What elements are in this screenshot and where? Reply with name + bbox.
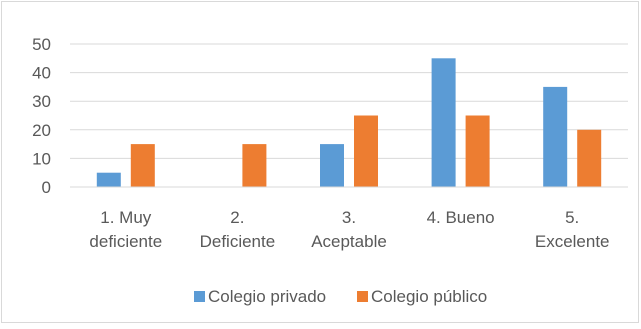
x-tick-label: deficiente xyxy=(89,232,162,251)
x-tick-label: 1. Muy xyxy=(100,208,152,227)
y-tick-label: 40 xyxy=(32,64,51,83)
x-tick-label: Deficiente xyxy=(200,232,276,251)
legend: Colegio privado Colegio público xyxy=(194,287,487,306)
x-axis-labels: 1. Muy deficiente 2. Deficiente 3. Aceptable 4… xyxy=(89,208,609,251)
bar-chart: 0 10 20 30 40 50 1. Muy deficiente 2. Deficiente… xyxy=(32,35,628,306)
gridlines xyxy=(70,43,628,159)
legend-swatch xyxy=(194,291,205,302)
y-tick-label: 20 xyxy=(32,121,51,140)
x-tick-label: 4. Bueno xyxy=(427,208,495,227)
bar-publico xyxy=(354,115,378,187)
x-tick-label: 2. xyxy=(230,208,244,227)
y-tick-label: 30 xyxy=(32,92,51,111)
legend-label: Colegio privado xyxy=(208,287,326,306)
chart-frame: 0 10 20 30 40 50 1. Muy deficiente 2. Deficiente… xyxy=(1,1,639,323)
bar-privado xyxy=(543,86,568,187)
y-axis: 0 10 20 30 40 50 xyxy=(32,35,51,197)
y-tick-label: 50 xyxy=(32,35,51,54)
bar-privado xyxy=(431,58,456,187)
legend-swatch xyxy=(357,291,368,302)
bar-publico xyxy=(242,144,267,187)
bar-publico xyxy=(130,144,155,187)
y-tick-label: 0 xyxy=(42,178,51,197)
x-tick-label: Excelente xyxy=(535,232,610,251)
x-tick-label: 3. xyxy=(342,208,356,227)
x-tick-label: Aceptable xyxy=(311,232,387,251)
bars xyxy=(96,58,602,187)
legend-label: Colegio público xyxy=(371,287,487,306)
bar-privado xyxy=(320,144,344,187)
y-tick-label: 10 xyxy=(32,149,51,168)
bar-publico xyxy=(577,129,602,187)
bar-privado xyxy=(96,172,121,187)
x-tick-label: 5. xyxy=(565,208,579,227)
bar-publico xyxy=(465,115,490,187)
